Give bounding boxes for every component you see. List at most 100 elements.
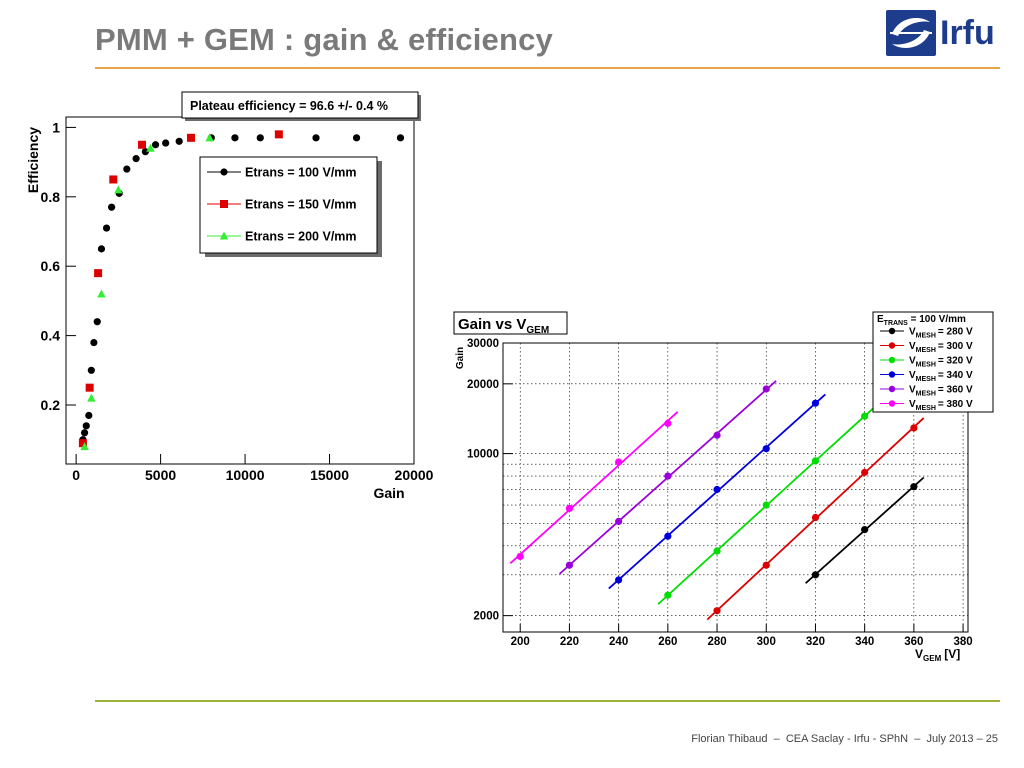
efficiency-xtick-label: 15000 bbox=[310, 467, 349, 483]
gain-xtick-label: 360 bbox=[904, 636, 923, 648]
gain-legend-marker bbox=[888, 371, 896, 378]
efficiency-point bbox=[108, 203, 116, 211]
gain-point bbox=[910, 483, 918, 491]
footer-divider bbox=[95, 700, 1000, 702]
gain-fit-line bbox=[509, 411, 679, 565]
gain-xtick-label: 300 bbox=[757, 636, 776, 648]
charts-canvas: 0 5000 10000 15000 20000 0.2 0.4 0.6 0.8 1 Gain E… bbox=[25, 91, 994, 663]
efficiency-point bbox=[141, 148, 149, 156]
irfu-logo-mark-icon bbox=[886, 10, 936, 56]
gain-series bbox=[509, 380, 925, 621]
efficiency-point bbox=[80, 442, 89, 451]
gain-ytick-label: 20000 bbox=[467, 379, 499, 391]
efficiency-annotation: Plateau efficiency = 96.6 +/- 0.4 % bbox=[190, 99, 388, 113]
gain-legend-sub: MESH bbox=[916, 362, 936, 369]
gain-legend-value: = 300 V bbox=[938, 341, 973, 352]
efficiency-point bbox=[102, 224, 111, 232]
gain-point bbox=[664, 472, 672, 480]
efficiency-point bbox=[312, 134, 320, 142]
gain-legend-sub: MESH bbox=[916, 391, 936, 398]
gain-point bbox=[811, 399, 820, 407]
gain-point bbox=[811, 457, 820, 465]
gain-ylabel: Gain bbox=[455, 347, 466, 369]
gain-legend-prefix: V bbox=[909, 399, 916, 410]
efficiency-point bbox=[82, 422, 90, 430]
gain-legend-prefix: V bbox=[909, 327, 916, 338]
efficiency-legend-entries: Etrans = 100 V/mm Etrans = 150 V/mm Etrans… bbox=[207, 166, 357, 244]
gain-ticks: 200 220 240 260 280 300 320 340 360 380 2000 10000 2… bbox=[467, 338, 973, 648]
gain-point bbox=[811, 571, 820, 579]
efficiency-points bbox=[78, 130, 405, 451]
gain-legend-prefix: V bbox=[909, 341, 916, 352]
gain-point bbox=[615, 458, 623, 466]
gain-legend-prefix: V bbox=[909, 356, 916, 367]
efficiency-point bbox=[205, 133, 214, 142]
efficiency-legend-marker bbox=[219, 231, 229, 240]
gain-point bbox=[861, 468, 869, 476]
gain-title: Gain vs VGEM bbox=[458, 316, 549, 336]
efficiency-xlabel: Gain bbox=[373, 485, 404, 501]
efficiency-point bbox=[123, 165, 131, 173]
efficiency-point bbox=[352, 134, 361, 142]
gain-legend-marker bbox=[888, 400, 896, 407]
efficiency-point bbox=[94, 269, 103, 278]
gain-point bbox=[664, 419, 672, 427]
efficiency-ytick-label: 0.6 bbox=[41, 258, 61, 274]
efficiency-point bbox=[97, 289, 106, 298]
efficiency-point bbox=[151, 141, 160, 149]
gain-point bbox=[811, 513, 820, 522]
efficiency-point bbox=[87, 366, 95, 374]
gain-legend-label: VMESH = 380 V bbox=[909, 399, 973, 412]
gain-ytick-label: 30000 bbox=[467, 338, 499, 350]
efficiency-legend-label: Etrans = 100 V/mm bbox=[245, 166, 357, 180]
efficiency-point bbox=[175, 137, 183, 145]
gain-point bbox=[762, 385, 770, 393]
efficiency-ylabel: Efficiency bbox=[25, 127, 41, 193]
efficiency-chart: 0 5000 10000 15000 20000 0.2 0.4 0.6 0.8 1 Gain E… bbox=[25, 91, 434, 501]
gain-point bbox=[664, 591, 672, 599]
efficiency-point bbox=[85, 411, 93, 420]
efficiency-point bbox=[138, 140, 147, 149]
gain-legend-prefix: V bbox=[909, 385, 916, 396]
efficiency-point bbox=[109, 175, 118, 184]
gain-xtick-label: 220 bbox=[560, 636, 579, 648]
gain-point bbox=[861, 412, 869, 420]
efficiency-point bbox=[187, 133, 196, 142]
gain-legend-sub: MESH bbox=[916, 347, 936, 354]
gain-legend-value: = 340 V bbox=[938, 370, 973, 381]
gain-legend-value: = 280 V bbox=[938, 327, 973, 338]
gain-legend-prefix: V bbox=[909, 370, 916, 381]
efficiency-point bbox=[80, 429, 89, 437]
efficiency-xtick-label: 5000 bbox=[145, 467, 176, 483]
gain-xtick-label: 260 bbox=[658, 636, 677, 648]
efficiency-legend-label: Etrans = 200 V/mm bbox=[245, 230, 357, 244]
gain-point bbox=[565, 561, 574, 569]
gain-legend-value: = 380 V bbox=[938, 399, 973, 410]
gain-point bbox=[713, 431, 721, 439]
efficiency-point bbox=[274, 130, 283, 139]
efficiency-point bbox=[132, 155, 140, 163]
gain-legend-marker bbox=[888, 385, 896, 393]
gain-point bbox=[516, 552, 524, 561]
gain-legend-sub: MESH bbox=[916, 333, 936, 340]
efficiency-legend-marker bbox=[220, 168, 228, 176]
gain-xtick-label: 280 bbox=[707, 636, 726, 648]
gain-point bbox=[664, 532, 672, 540]
gain-point bbox=[615, 576, 623, 584]
efficiency-legend bbox=[199, 156, 378, 254]
gain-xlabel: VGEM [V] bbox=[915, 647, 960, 663]
gain-legend-sub: MESH bbox=[916, 376, 936, 383]
efficiency-xtick-label: 0 bbox=[72, 467, 80, 483]
gain-legend-label: VMESH = 300 V bbox=[909, 341, 973, 354]
efficiency-point bbox=[90, 338, 98, 347]
gain-point bbox=[762, 445, 770, 453]
gain-legend-label: VMESH = 340 V bbox=[909, 370, 973, 383]
gain-point bbox=[861, 526, 869, 534]
gain-point bbox=[615, 517, 623, 525]
efficiency-ytick-label: 0.8 bbox=[41, 189, 61, 205]
gain-point bbox=[713, 547, 721, 555]
efficiency-xtick-label: 10000 bbox=[226, 467, 265, 483]
efficiency-ytick-label: 0.2 bbox=[41, 397, 61, 413]
efficiency-point bbox=[231, 134, 239, 142]
